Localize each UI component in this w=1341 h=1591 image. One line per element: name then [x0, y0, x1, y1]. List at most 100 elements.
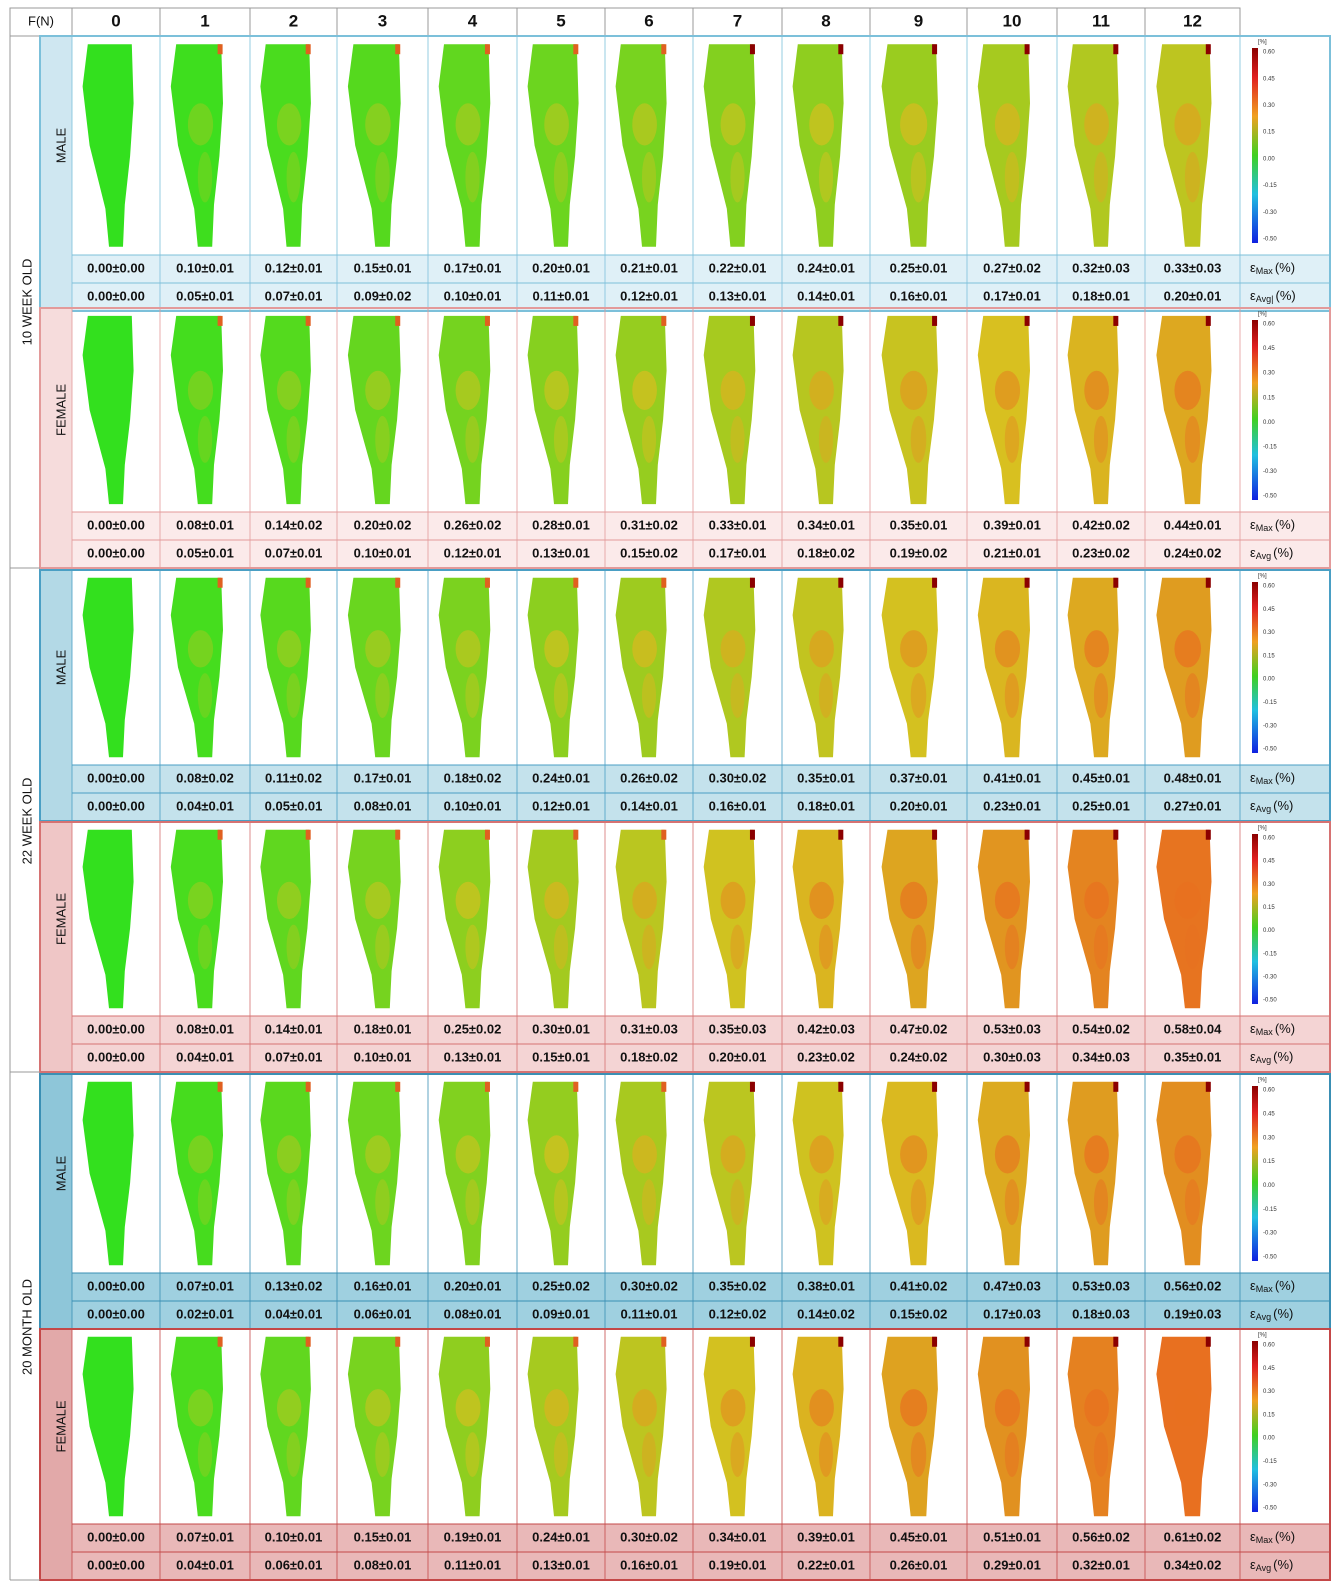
strain-peak — [750, 44, 755, 54]
colorbar-tick: 0.45 — [1263, 1366, 1275, 1372]
force-label: 5 — [556, 11, 565, 30]
strain-value: 0.23±0.02 — [797, 1049, 855, 1064]
colorbar-tick: -0.15 — [1263, 444, 1277, 450]
strain-value: 0.35±0.01 — [1164, 1049, 1222, 1064]
strain-value: 0.07±0.01 — [265, 288, 323, 303]
strain-value: 0.19±0.02 — [890, 545, 948, 560]
strain-value: 0.37±0.01 — [890, 770, 948, 785]
strain-value: 0.10±0.01 — [354, 1049, 412, 1064]
colorbar-tick: 0.45 — [1263, 76, 1275, 82]
strain-hotspot — [277, 1389, 301, 1426]
strain-label-part: Avg — [1256, 551, 1271, 561]
colorbar-tick: -0.15 — [1263, 183, 1277, 189]
strain-map — [83, 44, 134, 247]
strain-hotspot — [819, 1179, 833, 1225]
colorbar-tick: -0.15 — [1263, 951, 1277, 957]
strain-map — [704, 316, 756, 504]
strain-hotspot — [554, 1179, 568, 1225]
strain-peak — [932, 578, 937, 588]
strain-hotspot — [198, 416, 212, 463]
strain-peak — [1113, 830, 1118, 840]
strain-peak — [485, 316, 490, 326]
strain-map — [978, 830, 1030, 1009]
colorbar-tick: 0.00 — [1263, 1436, 1275, 1442]
strain-hotspot — [809, 371, 834, 410]
strain-value: 0.54±0.02 — [1072, 1021, 1130, 1036]
strain-hotspot — [1174, 371, 1201, 410]
strain-map — [793, 1337, 844, 1517]
strain-map — [260, 44, 311, 247]
strain-map — [83, 830, 134, 1009]
strain-hotspot — [544, 630, 569, 667]
strain-map — [704, 830, 756, 1009]
strain-peak — [573, 830, 578, 840]
strain-map — [1068, 578, 1119, 758]
strain-peak — [306, 44, 311, 54]
strain-label-part: (%) — [1275, 517, 1295, 532]
strain-hotspot — [995, 103, 1020, 145]
strain-peak — [1025, 578, 1030, 588]
strain-hotspot — [819, 152, 833, 203]
strain-peak — [1206, 830, 1211, 840]
strain-value: 0.20±0.01 — [709, 1049, 767, 1064]
strain-hotspot — [721, 882, 746, 919]
strain-hotspot — [632, 371, 657, 410]
strain-hotspot — [642, 925, 656, 970]
strain-hotspot — [1185, 1179, 1200, 1225]
sex-label: MALE — [53, 1155, 68, 1191]
strain-peak — [1025, 1337, 1030, 1347]
strain-peak — [750, 1337, 755, 1347]
strain-hotspot — [900, 882, 927, 919]
strain-hotspot — [456, 1389, 481, 1426]
colorbar-tick: -0.30 — [1263, 974, 1277, 980]
strain-value: 0.18±0.01 — [354, 1021, 412, 1036]
strain-hotspot — [1185, 673, 1200, 718]
colorbar-tick: -0.50 — [1263, 747, 1277, 753]
colorbar — [1252, 1086, 1258, 1261]
age-label: 20 MONTH OLD — [19, 1279, 34, 1375]
strain-value: 0.16±0.01 — [354, 1278, 412, 1293]
colorbar — [1252, 582, 1258, 753]
strain-peak — [1206, 578, 1211, 588]
strain-hotspot — [819, 673, 833, 718]
strain-hotspot — [375, 416, 390, 463]
strain-hotspot — [544, 1135, 569, 1173]
strain-label-part: Avg — [1256, 1055, 1271, 1065]
strain-value: 0.44±0.01 — [1164, 517, 1222, 532]
strain-label-part: (%) — [1275, 770, 1295, 785]
strain-value: 0.00±0.00 — [87, 1049, 145, 1064]
sex-label: FEMALE — [53, 1400, 68, 1452]
strain-hotspot — [188, 1389, 213, 1426]
strain-hotspot — [198, 152, 212, 203]
strain-hotspot — [198, 925, 212, 970]
strain-map — [171, 316, 223, 504]
strain-map — [978, 44, 1030, 247]
strain-hotspot — [198, 1432, 212, 1477]
strain-map — [83, 1082, 134, 1265]
strain-hotspot — [730, 673, 744, 718]
strain-peak — [485, 830, 490, 840]
strain-peak — [306, 578, 311, 588]
strain-value: 0.12±0.01 — [265, 260, 323, 275]
strain-map — [171, 44, 223, 247]
strain-peak — [218, 44, 223, 54]
strain-map — [1156, 44, 1211, 247]
strain-peak — [573, 316, 578, 326]
strain-hotspot — [1094, 152, 1108, 203]
strain-value: 0.20±0.01 — [444, 1278, 502, 1293]
strain-peak — [1113, 44, 1118, 54]
sex-label-bg — [40, 36, 72, 311]
strain-hotspot — [1005, 1179, 1019, 1225]
strain-hotspot — [1094, 416, 1108, 463]
strain-label-part: (%) — [1273, 1557, 1293, 1572]
strain-value: 0.09±0.01 — [532, 1306, 590, 1321]
strain-hotspot — [721, 1389, 746, 1426]
strain-hotspot — [911, 673, 927, 718]
strain-map — [439, 830, 491, 1009]
strain-value: 0.15±0.02 — [890, 1306, 948, 1321]
strain-value: 0.17±0.01 — [444, 260, 502, 275]
colorbar-tick: 0.60 — [1263, 1343, 1275, 1349]
strain-map — [882, 578, 938, 758]
strain-value: 0.15±0.02 — [620, 545, 678, 560]
strain-hotspot — [277, 882, 301, 919]
